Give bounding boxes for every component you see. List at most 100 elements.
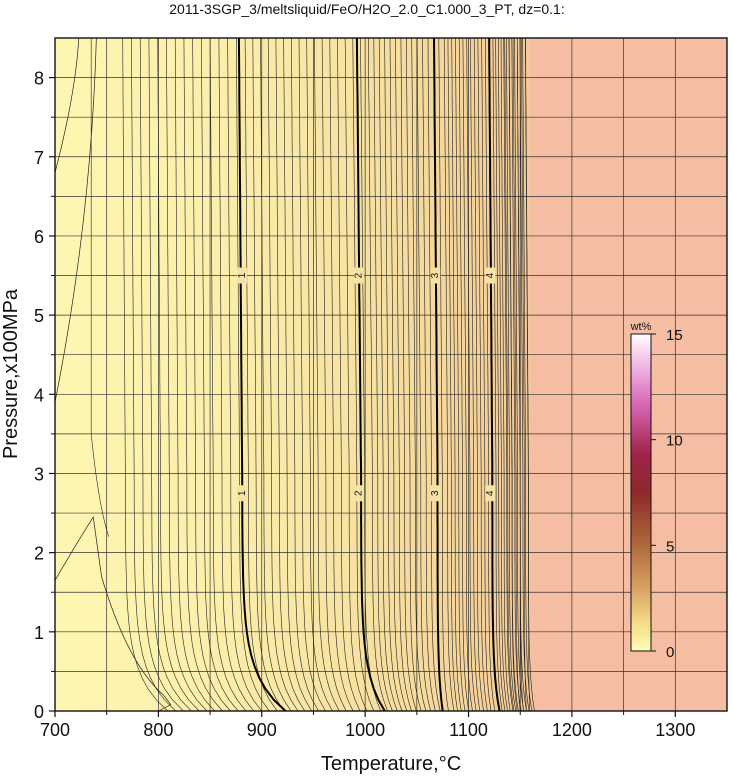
x-tick-label: 800 [143,720,173,740]
colorbar-gradient [630,333,652,652]
minor-contour [291,38,319,711]
minor-contour [368,38,388,711]
minor-contour [470,38,481,711]
low-t-contour [55,38,97,403]
minor-contour [495,38,506,711]
minor-contour [500,38,511,711]
plot-area: 1 1 2 2 3 3 4 4 [55,38,727,711]
minor-contour [422,38,436,711]
major-contour-1 [237,38,287,711]
minor-contour [400,38,417,711]
liquid-only-region [530,38,727,711]
minor-contour [131,38,176,711]
minor-contour [314,38,340,711]
minor-contour [321,38,347,711]
minor-contour [395,38,412,711]
minor-contour [525,38,530,711]
contour-label-bg [430,485,441,502]
low-t-contour [55,516,172,711]
y-tick-label: 4 [34,385,44,405]
minor-contours [122,38,535,711]
contour-label-bg [430,267,441,284]
chart-title: 2011-3SGP_3/meltsliquid/FeO/H2O_2.0_C1.0… [169,1,564,17]
y-tick-label: 6 [34,227,44,247]
minor-contour [519,38,530,711]
low-t-contour [55,38,80,173]
minor-contour [260,38,292,711]
contour-label-bg [237,267,248,284]
minor-contour [521,38,527,711]
minor-contour [492,38,503,711]
x-tick-label: 1100 [449,720,488,740]
y-tick-label: 1 [34,623,44,643]
minor-contour [244,38,278,711]
colorbar-tick-label: 10 [666,433,683,450]
colorbar-unit: wt% [630,321,652,333]
contour-label: 2 [354,490,365,496]
major-contour-4 [488,38,501,711]
y-tick-label: 3 [34,464,44,484]
y-tick-label: 7 [34,148,44,168]
minor-contour [344,38,368,711]
minor-contour [352,38,375,711]
colorbar-tick-label: 5 [666,538,674,555]
minor-contour [122,38,169,711]
contour-label: 3 [430,272,441,278]
colorbar: wt% 0 5 10 15 [630,321,683,661]
minor-contour [508,38,518,711]
minor-contour [306,38,333,711]
x-tick-label: 1200 [552,720,592,740]
minor-contour [406,38,422,711]
minor-contour [373,38,393,711]
low-temperature-contours [55,38,172,711]
minor-contour [443,38,455,711]
minor-contour [512,38,521,711]
x-tick-label: 700 [40,720,70,740]
minor-contour [504,38,515,711]
minor-contour [438,38,449,711]
minor-contour [298,38,326,711]
colorbar-ticks: 0 5 10 15 [651,327,683,661]
minor-contour [157,38,200,711]
minor-contour [329,38,354,711]
contour-label: 1 [237,272,248,278]
minor-contour [148,38,192,711]
minor-contour [503,38,514,711]
minor-contour [267,38,299,711]
minor-contour [522,38,533,711]
minor-contour [166,38,208,711]
y-axis-label: Pressure,x100MPa [0,288,22,459]
minor-contour [360,38,381,711]
minor-contour [201,38,239,711]
minor-contour [139,38,184,711]
contour-label-bg [353,485,364,502]
minor-contour [516,38,524,711]
major-contour-2 [355,38,386,711]
minor-contour [458,38,469,711]
contour-label: 2 [354,272,365,278]
minor-contour [455,38,466,711]
minor-contour [227,38,262,711]
minor-contour [283,38,312,711]
minor-contour [174,38,215,711]
contour-label: 3 [430,490,441,496]
minor-contour [389,38,407,711]
contour-label: 4 [485,272,496,278]
minor-contour [473,38,484,711]
contour-label: 1 [237,490,248,496]
minor-contour [252,38,285,711]
y-tick-label: 8 [34,69,44,89]
minor-contour [427,38,441,711]
minor-contour [411,38,427,711]
y-tick-label: 0 [34,702,44,722]
minor-contour [384,38,403,711]
minor-contour [218,38,255,711]
y-tick-label: 2 [34,544,44,564]
contour-label-bg [237,485,248,502]
major-contour-3 [433,38,444,711]
low-t-contour [90,38,110,537]
minor-contour [485,38,496,711]
x-axis-ticks: 700 800 900 1000 1100 1200 1300 [40,711,695,740]
minor-contour [192,38,231,711]
